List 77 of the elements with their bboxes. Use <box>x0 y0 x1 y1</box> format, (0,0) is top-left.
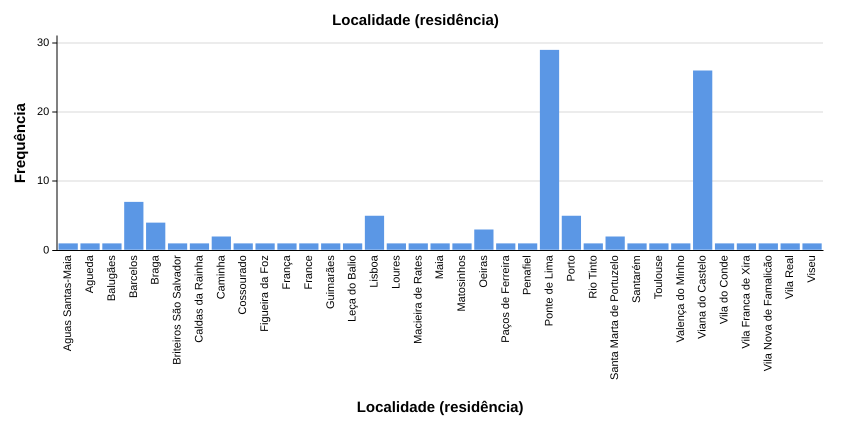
x-tick-label: Leça do Balio <box>346 255 359 322</box>
bar <box>540 50 560 250</box>
x-tick-label: Santa Marta de Portuzelo <box>609 255 622 380</box>
bar <box>452 243 472 250</box>
bar <box>321 243 340 250</box>
x-tick-label: França <box>280 254 293 290</box>
bar <box>584 243 603 250</box>
x-tick-label: Paços de Ferreira <box>500 254 512 343</box>
bar <box>124 202 144 250</box>
bar <box>649 243 669 250</box>
x-tick-label: Aguas Santas-Maia <box>62 254 74 352</box>
bar <box>255 243 275 250</box>
x-tick-label: Porto <box>565 255 578 282</box>
x-tick-label: Penafiel <box>522 255 534 296</box>
x-tick-label: Vila Franca de Xira <box>740 254 752 349</box>
bar <box>80 243 100 250</box>
bar <box>627 243 647 250</box>
bar <box>212 236 231 250</box>
bar <box>496 243 516 250</box>
y-tick-label: 0 <box>43 244 50 256</box>
bar <box>102 243 122 250</box>
chart-title: Localidade (residência) <box>332 12 499 30</box>
x-tick-label: Matosinhos <box>456 254 468 312</box>
x-tick-label: Valença do Minho <box>674 255 687 343</box>
x-tick-label: Macieira de Rates <box>412 254 424 344</box>
y-tick-label: 10 <box>36 175 50 188</box>
bar <box>736 243 756 250</box>
bar <box>802 243 822 250</box>
y-axis-title: Frequência <box>12 102 30 184</box>
x-tick-label: Lisboa <box>368 254 381 288</box>
bar <box>780 243 800 250</box>
bar <box>518 243 538 250</box>
bar <box>58 243 78 250</box>
x-tick-label: Figueira da Foz <box>259 255 272 332</box>
y-tick-label: 20 <box>36 106 50 118</box>
x-tick-label: Braga <box>150 254 162 285</box>
bar <box>714 243 734 250</box>
x-tick-label: France <box>302 255 315 290</box>
bar <box>234 243 253 250</box>
x-tick-label: Viseu <box>806 255 818 283</box>
x-tick-label: Toulouse <box>652 255 665 300</box>
bar <box>277 243 297 250</box>
x-tick-label: Maia <box>434 254 446 280</box>
x-tick-label: Cossourado <box>237 255 250 315</box>
bar <box>190 243 210 250</box>
x-tick-label: Guimarães <box>324 254 337 310</box>
bar <box>408 243 428 250</box>
bar <box>364 216 384 250</box>
x-tick-label: Vila do Conde <box>718 255 731 324</box>
x-tick-label: Santarém <box>631 255 644 303</box>
x-tick-label: Rio Tinto <box>587 255 600 299</box>
bar <box>671 243 690 250</box>
bar <box>562 216 582 250</box>
x-tick-label: Ponte de Lima <box>544 254 556 326</box>
bar <box>606 236 625 250</box>
x-axis-title: Localidade (residência) <box>356 399 524 416</box>
x-tick-label: Caldas da Rainha <box>193 254 206 343</box>
bar <box>758 243 778 250</box>
bar <box>430 243 450 250</box>
x-tick-label: Oeiras <box>478 254 490 288</box>
x-tick-label: Caminha <box>215 254 228 300</box>
x-tick-label: Balugães <box>106 254 118 302</box>
bar <box>299 243 318 250</box>
bar <box>168 243 188 250</box>
bar <box>474 230 494 250</box>
x-tick-label: Viana do Castelo <box>696 255 709 339</box>
x-tick-label: Briteiros São Salvador <box>172 254 184 365</box>
x-tick-label: Barcelos <box>128 254 140 298</box>
bar <box>693 70 712 250</box>
bar <box>386 243 406 250</box>
x-tick-label: Vila Nova de Famalicão <box>762 255 774 372</box>
x-tick-label: Vila Real <box>784 255 796 300</box>
y-tick-label: 30 <box>36 36 50 49</box>
x-tick-label: Loures <box>390 254 402 289</box>
bar <box>342 243 362 250</box>
x-tick-label: Agueda <box>84 254 96 294</box>
bar <box>146 222 166 250</box>
